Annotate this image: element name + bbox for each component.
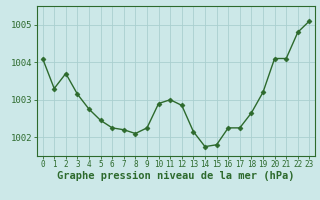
X-axis label: Graphe pression niveau de la mer (hPa): Graphe pression niveau de la mer (hPa) <box>57 171 295 181</box>
